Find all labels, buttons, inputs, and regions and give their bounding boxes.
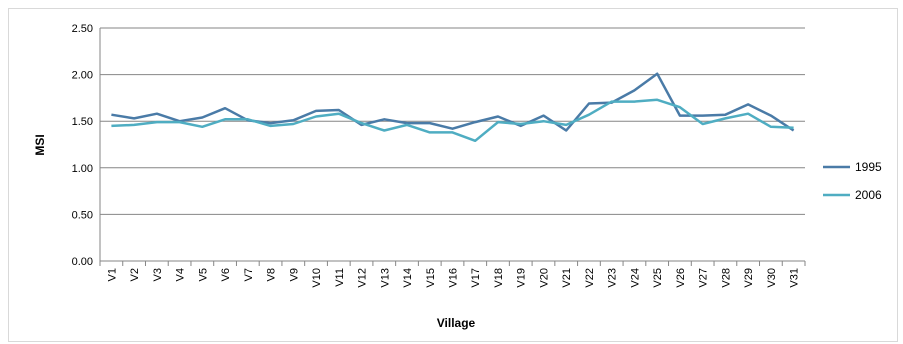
series-lines (111, 72, 795, 143)
x-tick-label: V17 (470, 268, 482, 288)
x-tick-label: V3 (152, 268, 164, 281)
y-tick-label: 0.50 (72, 209, 93, 221)
series-line-1995 (111, 72, 795, 132)
x-tick-label: V14 (402, 268, 414, 288)
x-tick-label: V18 (493, 268, 505, 288)
y-tick-label: 1.00 (72, 163, 93, 175)
y-tick-labels: 0.00 0.50 1.00 1.50 2.00 2.50 (72, 23, 93, 268)
x-tick-label: V30 (766, 268, 778, 288)
chart-frame (8, 8, 898, 342)
x-tick-label: V12 (357, 268, 369, 288)
y-tick-label: 2.00 (72, 70, 93, 82)
y-tick-label: 0.00 (72, 256, 93, 268)
x-tick-label: V8 (266, 268, 278, 281)
x-tick-label: V25 (652, 268, 664, 288)
x-tick-label: V24 (629, 268, 641, 288)
x-tick-label: V5 (197, 268, 209, 281)
x-tick-label: V21 (561, 268, 573, 288)
x-tick-label: V27 (698, 268, 710, 288)
x-tick-label: V23 (607, 268, 619, 288)
x-tick-label: V20 (538, 268, 550, 288)
x-tick-labels: V1 V2 V3 V4 V5 V6 V7 V8 V9 V10 V11 V12 V13 V14 V15 V16 V… (106, 268, 800, 288)
x-tick-label: V29 (743, 268, 755, 288)
x-tick-label: V1 (106, 268, 118, 281)
x-tick-label: V31 (789, 268, 801, 288)
axes (99, 28, 806, 266)
x-tick-label: V16 (448, 268, 460, 288)
x-tick-label: V2 (129, 268, 141, 281)
x-tick-label: V7 (243, 268, 255, 281)
x-axis-title: Village (437, 316, 476, 330)
x-tick-label: V9 (288, 268, 300, 281)
y-tick-label: 1.50 (72, 116, 93, 128)
x-tick-label: V19 (516, 268, 528, 288)
legend-label-1995: 1995 (855, 160, 882, 174)
series-line-2006 (111, 98, 794, 143)
y-axis-title: MSI (33, 134, 47, 155)
legend-label-2006: 2006 (855, 188, 882, 202)
y-tick-label: 2.50 (72, 23, 93, 35)
x-tick-label: V11 (334, 268, 346, 287)
x-tick-label: V10 (311, 268, 323, 288)
x-tick-label: V15 (425, 268, 437, 288)
x-tick-label: V13 (379, 268, 391, 288)
x-tick-label: V6 (220, 268, 232, 281)
legend: 1995 2006 (823, 160, 882, 202)
x-tick-label: V4 (175, 268, 187, 281)
x-tick-label: V22 (584, 268, 596, 288)
x-tick-label: V26 (675, 268, 687, 288)
gridlines (100, 27, 805, 215)
x-tick-label: V28 (720, 268, 732, 288)
